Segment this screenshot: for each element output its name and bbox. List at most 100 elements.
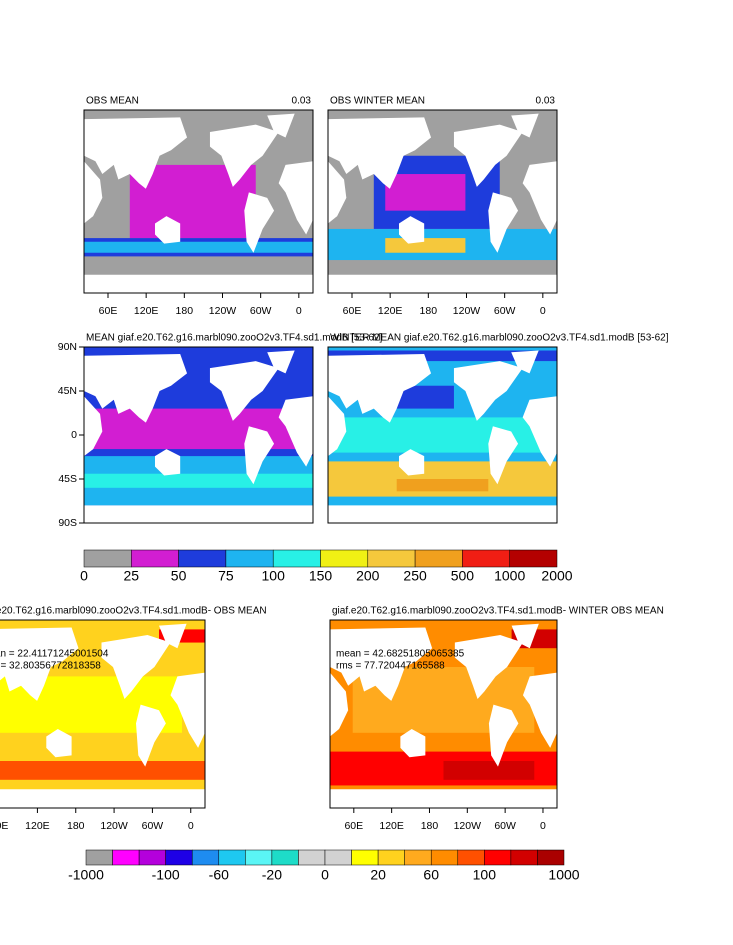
colorbar-label: -100 (152, 867, 180, 883)
panel-right-label: 0.03 (292, 96, 312, 107)
field-band (396, 479, 489, 492)
field-band (443, 761, 535, 780)
colorbar-box (462, 549, 510, 568)
field-band (328, 350, 557, 362)
stat-text: mean = 22.41171245001504 (0, 649, 109, 660)
map (0, 620, 205, 808)
x-tick-label: 120E (25, 820, 50, 832)
colorbar-box (324, 849, 352, 866)
colorbar-label: 60 (423, 867, 439, 883)
colorbar-box (484, 849, 512, 866)
map-frame (0, 619, 206, 809)
colorbar-box (430, 849, 459, 866)
colorbar-label: 20 (370, 867, 386, 883)
colorbar-box (320, 549, 369, 568)
panel-title: OBS MEAN (86, 96, 139, 107)
stat-text: rms = 77.720447165588 (336, 661, 445, 672)
colorbar-box (298, 849, 326, 866)
map-frame (83, 109, 314, 294)
colorbar-label: 150 (309, 568, 333, 584)
colorbar-box (404, 849, 432, 866)
colorbar-label: 1000 (494, 568, 525, 584)
panel-title: giaf.e20.T62.g16.marbl090.zooO2v3.TF4.sd… (332, 606, 664, 617)
colorbar-box (131, 549, 179, 568)
x-tick-label: 60W (494, 305, 516, 317)
colorbar-label: 500 (451, 568, 475, 584)
x-tick-label: 120E (379, 820, 404, 832)
colorbar-box (138, 849, 166, 866)
x-tick-label: 180 (421, 820, 439, 832)
colorbar-label: 0 (80, 568, 88, 584)
panel-title: WINTER MEAN giaf.e20.T62.g16.marbl090.zo… (330, 333, 669, 344)
x-tick-label: 120E (134, 305, 159, 317)
stat-text: rms = 32.80356772818358 (0, 661, 101, 672)
field-band (84, 473, 313, 488)
map (328, 347, 557, 523)
x-tick-label: 180 (176, 305, 194, 317)
colorbar-label: 75 (218, 568, 234, 584)
stat-text: mean = 42.68251805065385 (336, 649, 465, 660)
colorbar-box (178, 549, 227, 568)
y-tick-label: 90S (58, 517, 77, 529)
x-tick-label: 120W (454, 820, 482, 832)
colorbar-label: 1000 (548, 867, 579, 883)
x-tick-label: 120W (453, 305, 481, 317)
x-tick-label: 120W (100, 820, 128, 832)
x-tick-label: 60W (142, 820, 164, 832)
y-tick-label: 90N (58, 341, 77, 353)
x-tick-label: 60E (344, 820, 363, 832)
colorbar-box (191, 849, 220, 866)
x-tick-label: 60W (494, 820, 516, 832)
panel-title: MEAN giaf.e20.T62.g16.marbl090.zooO2v3.T… (86, 333, 382, 344)
field-band (328, 417, 557, 453)
y-tick-label: 45S (58, 473, 77, 485)
x-tick-label: 0 (540, 820, 546, 832)
colorbar-label: 2000 (541, 568, 572, 584)
field-band (0, 761, 205, 780)
panel-title: OBS WINTER MEAN (330, 96, 425, 107)
colorbar-box (414, 549, 463, 568)
field-band (385, 174, 466, 211)
colorbar-box (377, 849, 405, 866)
map (84, 110, 313, 293)
colorbar-box (165, 849, 193, 866)
field-band (385, 238, 466, 253)
colorbar-box (245, 849, 273, 866)
colorbar-box (367, 549, 416, 568)
x-tick-label: 120W (209, 305, 237, 317)
x-tick-label: 0 (188, 820, 194, 832)
colorbar-box (537, 849, 565, 866)
colorbar-box (218, 849, 246, 866)
panel-right-label: 0.03 (536, 96, 556, 107)
colorbar-box (225, 549, 274, 568)
map (328, 110, 557, 293)
x-tick-label: 0 (540, 305, 546, 317)
x-tick-label: 60W (250, 305, 272, 317)
x-tick-label: 120E (378, 305, 403, 317)
map-frame (329, 619, 558, 809)
colorbar-box (272, 549, 321, 568)
colorbar-box (85, 849, 113, 866)
map (330, 620, 557, 808)
x-tick-label: 180 (420, 305, 438, 317)
colorbar-label: 250 (403, 568, 427, 584)
x-tick-label: 0 (296, 305, 302, 317)
field-band (84, 241, 313, 253)
map (84, 347, 313, 523)
colorbar-box (112, 849, 140, 866)
panel-title: giaf.e20.T62.g16.marbl090.zooO2v3.TF4.sd… (0, 606, 267, 617)
colorbar-label: -1000 (68, 867, 104, 883)
colorbar-box (271, 849, 299, 866)
colorbar-box (457, 849, 485, 866)
colorbar-label: 25 (124, 568, 140, 584)
colorbar-label: -60 (209, 867, 229, 883)
colorbar-label: -20 (262, 867, 282, 883)
x-tick-label: 180 (67, 820, 85, 832)
x-tick-label: 60E (0, 820, 8, 832)
colorbar-box (509, 549, 558, 568)
colorbar-box (351, 849, 379, 866)
colorbar-label: 0 (321, 867, 329, 883)
field-band (84, 408, 313, 450)
x-tick-label: 60E (99, 305, 118, 317)
map-frame (327, 109, 558, 294)
